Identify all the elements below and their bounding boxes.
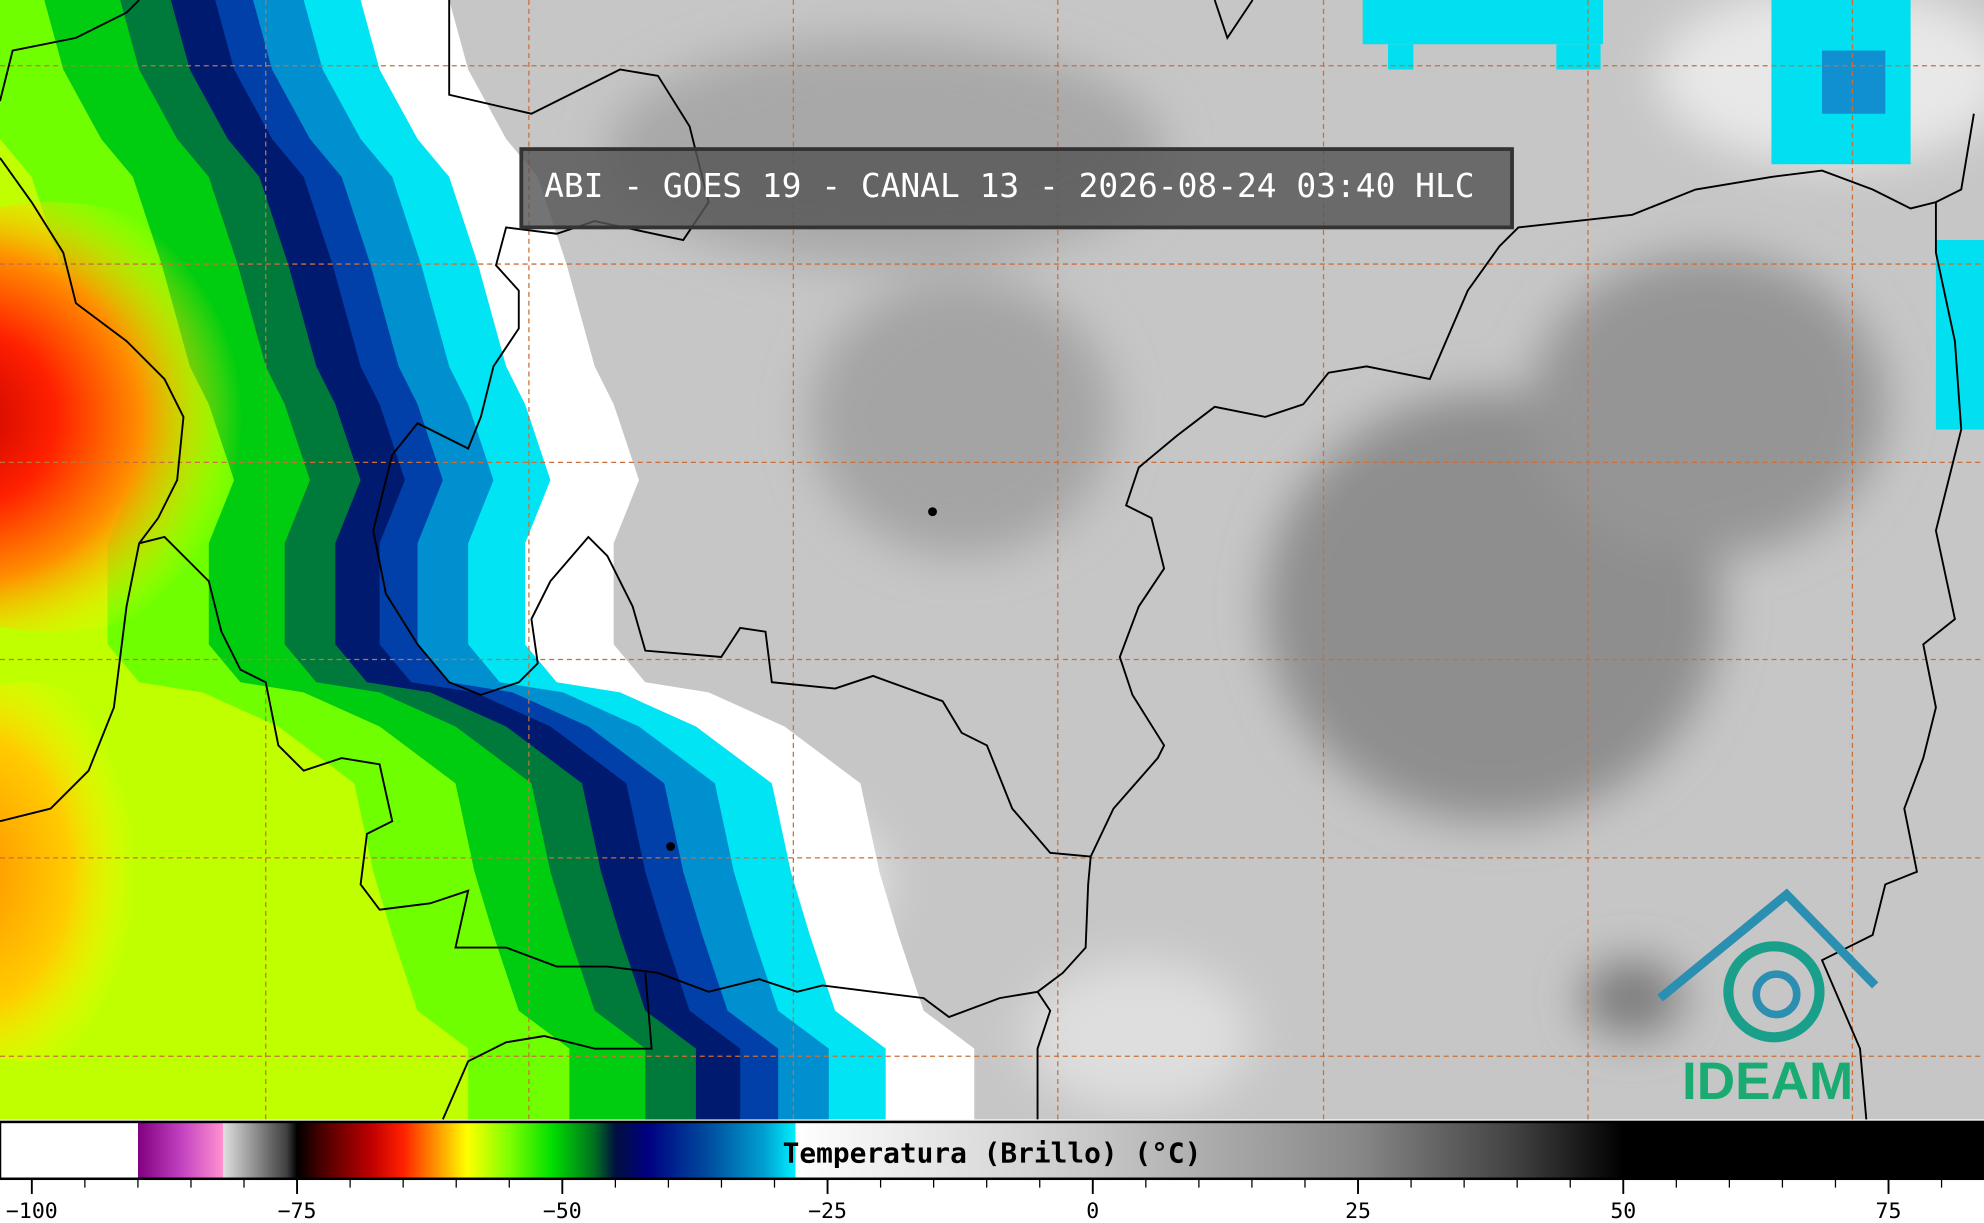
- colorbar-scale: [0, 1120, 1984, 1181]
- city-dot: [666, 842, 676, 851]
- colorbar-label: Temperatura (Brillo) (°C): [783, 1136, 1202, 1169]
- border-line: [372, 0, 1091, 858]
- title: ABI - GOES 19 - CANAL 13 - 2026-08-24 03…: [544, 166, 1475, 205]
- borders: [0, 0, 1975, 1120]
- warm-area: [0, 682, 165, 1062]
- tick-label: 50: [1610, 1199, 1636, 1223]
- logo: IDEAM: [1657, 888, 1879, 1111]
- logo-eye: [1752, 970, 1801, 1019]
- border-line: [1089, 113, 1975, 858]
- tick-label: 0: [1086, 1199, 1099, 1223]
- tick-label: −50: [543, 1199, 582, 1223]
- border-line: [1820, 202, 1963, 1120]
- logo-text: IDEAM: [1682, 1052, 1853, 1111]
- title-background: [519, 147, 1514, 230]
- city-dot: [928, 507, 937, 517]
- warm-area: [0, 202, 291, 632]
- tick-label: 25: [1345, 1199, 1371, 1223]
- border-line: [1036, 991, 1052, 1120]
- tick-label: −25: [808, 1199, 847, 1223]
- colorbar: Temperatura (Brillo) (°C) −100 −75 −50 −25 0…: [0, 1120, 1984, 1223]
- logo-roof: [1657, 888, 1879, 1002]
- border-line: [0, 535, 1092, 1019]
- border-line: [441, 972, 653, 1120]
- border-line: [1213, 0, 1254, 41]
- graticule: [0, 0, 1984, 1120]
- title-box: ABI - GOES 19 - CANAL 13 - 2026-08-24 03…: [519, 147, 1514, 230]
- tick-label: 75: [1876, 1199, 1902, 1223]
- map: ABI - GOES 19 - CANAL 13 - 2026-08-24 03…: [0, 0, 1984, 1120]
- border-line: [0, 0, 140, 102]
- tick-label: −75: [278, 1199, 317, 1223]
- tick-label: −100: [6, 1199, 58, 1223]
- border-line: [0, 157, 185, 544]
- logo-eye: [1723, 941, 1825, 1043]
